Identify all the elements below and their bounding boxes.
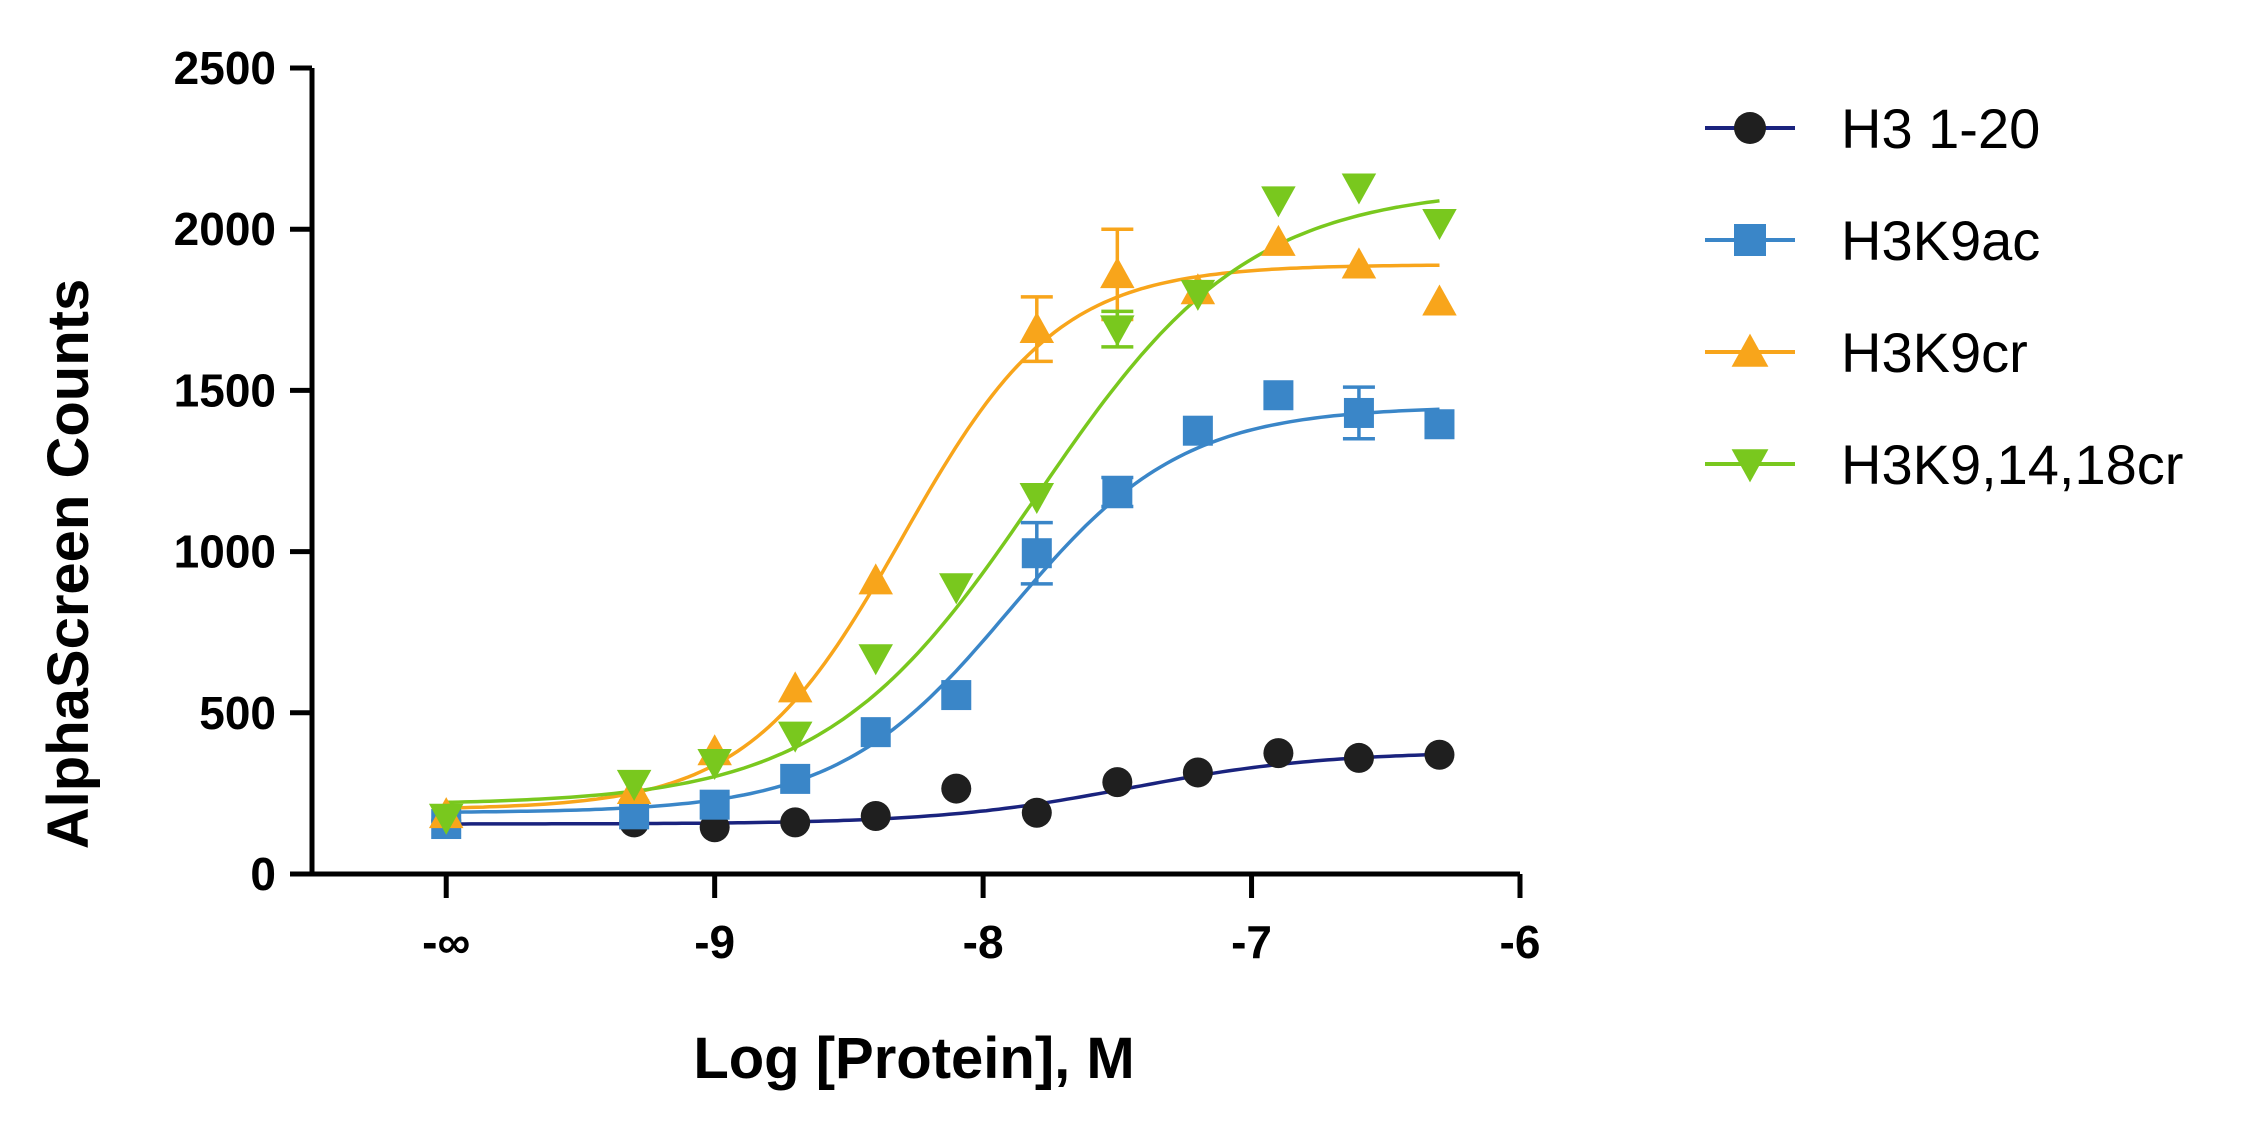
- legend-label-3: H3K9cr: [1841, 321, 2028, 384]
- fit-curve-3: [446, 263, 1440, 810]
- data-point-series-2: [1263, 380, 1294, 411]
- data-point-series-2: [1343, 397, 1374, 428]
- data-point-series-1: [1424, 739, 1455, 770]
- fit-curves-layer: [446, 199, 1440, 826]
- data-point-series-4: [777, 721, 813, 753]
- data-point-series-1: [1343, 742, 1374, 773]
- legend-label-1: H3 1-20: [1841, 97, 2040, 160]
- data-point-series-3: [777, 671, 813, 703]
- y-axis-title: AlphaScreen Counts: [36, 279, 101, 849]
- data-point-series-4: [1261, 186, 1296, 218]
- legend-label-4: H3K9,14,18cr: [1841, 433, 2183, 496]
- fit-curve-4: [446, 199, 1440, 805]
- data-point-series-4: [1100, 315, 1135, 347]
- data-point-series-2: [699, 789, 730, 820]
- x-tick-label: -8: [963, 916, 1004, 968]
- data-point-series-4: [1341, 173, 1377, 205]
- data-point-series-2: [1102, 476, 1133, 507]
- data-point-series-1: [1021, 797, 1052, 828]
- legend: H3 1-20 H3K9ac H3K9cr H3K9,14,18cr: [1705, 97, 2183, 496]
- data-point-series-3: [1261, 224, 1296, 256]
- legend-marker-2: [1734, 224, 1766, 256]
- data-point-series-2: [780, 763, 811, 794]
- data-point-series-4: [616, 769, 652, 801]
- axes-layer: 0 500 1000 1500 2000 2500 -∞ -9 -8 -7 -6: [174, 42, 1541, 968]
- data-point-series-4: [1019, 482, 1055, 515]
- data-point-series-2: [619, 799, 650, 830]
- x-tick-label: -6: [1500, 916, 1541, 968]
- x-axis-title: Log [Protein], M: [693, 1026, 1134, 1091]
- data-point-series-3: [1019, 311, 1055, 343]
- data-point-series-2: [1182, 415, 1213, 446]
- data-point-series-1: [1263, 738, 1294, 769]
- data-point-series-4: [1180, 279, 1216, 311]
- data-point-series-1: [941, 773, 972, 804]
- x-tick-label: -∞: [422, 916, 470, 968]
- legend-label-2: H3K9ac: [1841, 209, 2040, 272]
- legend-marker-4: [1731, 449, 1769, 483]
- x-tick-label: -7: [1231, 916, 1272, 968]
- data-point-series-3: [1100, 257, 1135, 289]
- x-tick-label: -9: [694, 916, 735, 968]
- data-point-series-4: [428, 803, 464, 835]
- data-point-series-4: [939, 573, 974, 605]
- y-tick-label: 1000: [174, 526, 276, 578]
- data-point-series-1: [860, 800, 891, 831]
- legend-marker-1: [1734, 112, 1766, 144]
- data-point-series-1: [780, 807, 811, 838]
- data-point-series-1: [1102, 767, 1133, 798]
- data-point-series-4: [697, 748, 732, 781]
- data-point-series-1: [699, 812, 730, 843]
- data-point-series-3: [858, 563, 893, 595]
- y-tick-label: 0: [250, 848, 276, 900]
- y-tick-label: 500: [199, 687, 276, 739]
- data-points-layer: [428, 173, 1457, 843]
- data-point-series-4: [1422, 208, 1457, 241]
- y-tick-label: 2500: [174, 42, 276, 94]
- y-tick-label: 1500: [174, 364, 276, 416]
- data-point-series-3: [1422, 284, 1457, 316]
- legend-marker-3: [1731, 333, 1769, 367]
- data-point-series-2: [1424, 409, 1455, 440]
- y-tick-label: 2000: [174, 203, 276, 255]
- data-point-series-2: [941, 680, 972, 711]
- data-point-series-3: [1341, 247, 1377, 279]
- data-point-series-2: [860, 717, 891, 748]
- data-point-series-2: [1021, 538, 1052, 569]
- data-point-series-4: [858, 644, 893, 676]
- data-point-series-1: [1182, 757, 1213, 788]
